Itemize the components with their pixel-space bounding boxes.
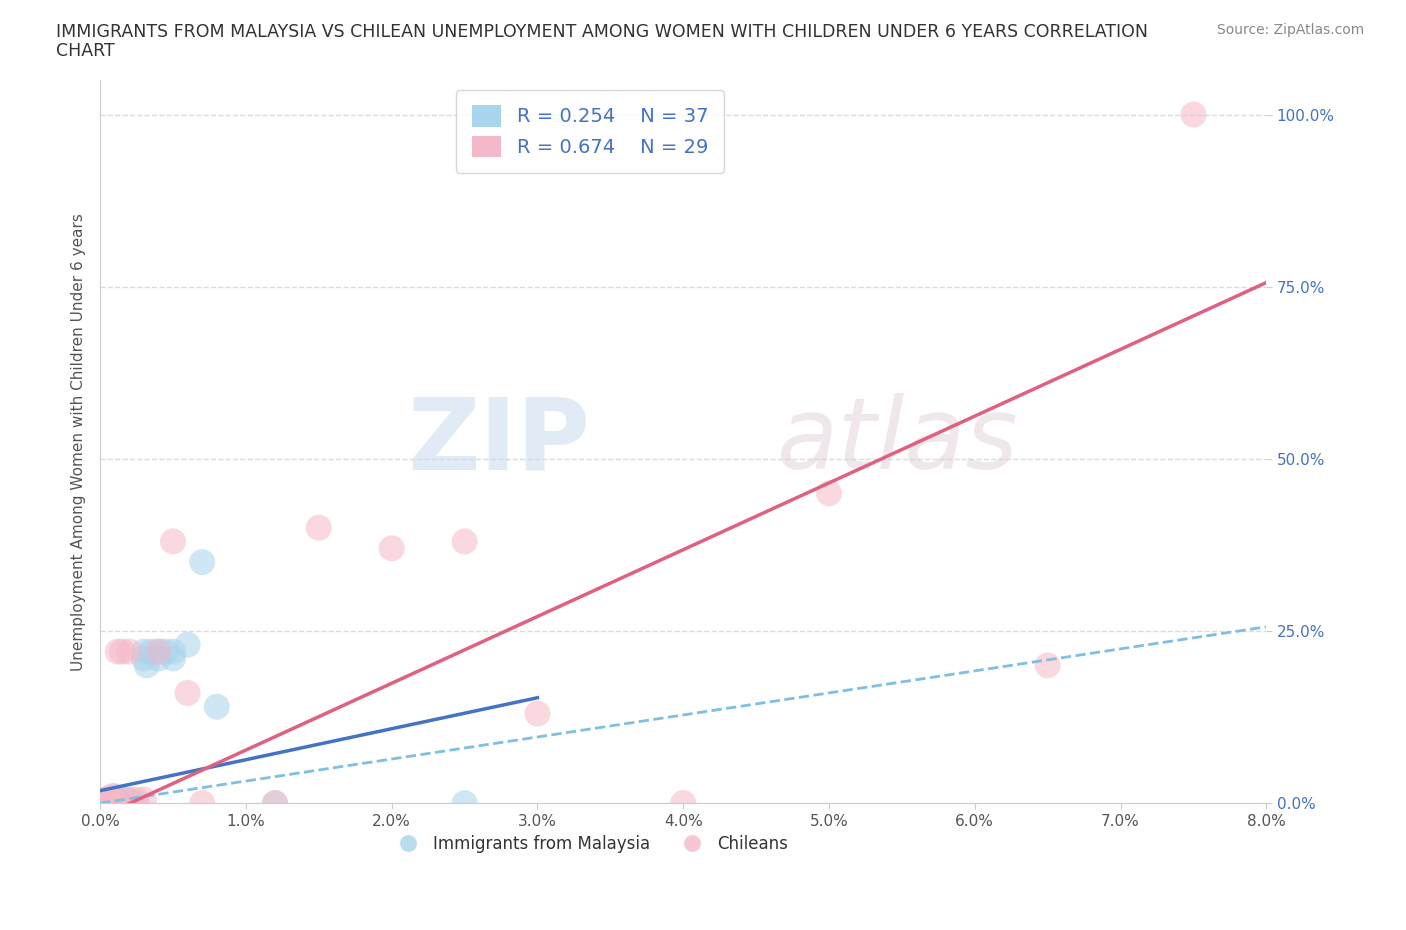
Point xyxy=(453,534,475,549)
Point xyxy=(148,651,170,666)
Point xyxy=(118,792,141,807)
Point xyxy=(132,792,155,807)
Point xyxy=(94,796,117,811)
Point xyxy=(125,792,148,807)
Point xyxy=(101,789,124,804)
Point xyxy=(1036,658,1059,672)
Point xyxy=(155,644,177,659)
Point xyxy=(118,796,141,811)
Point xyxy=(148,644,170,659)
Point xyxy=(118,796,141,811)
Point xyxy=(98,796,121,811)
Point xyxy=(104,796,127,811)
Point xyxy=(93,796,115,811)
Point xyxy=(526,706,548,721)
Point xyxy=(176,637,198,652)
Point xyxy=(121,796,143,811)
Point xyxy=(118,644,141,659)
Point xyxy=(101,792,124,807)
Point xyxy=(111,796,134,811)
Point xyxy=(264,796,287,811)
Point xyxy=(108,796,131,811)
Point xyxy=(94,792,117,807)
Text: atlas: atlas xyxy=(776,393,1018,490)
Point xyxy=(132,644,155,659)
Point xyxy=(191,796,214,811)
Point xyxy=(104,796,127,811)
Text: ZIP: ZIP xyxy=(408,393,591,490)
Point xyxy=(162,534,184,549)
Point xyxy=(107,644,129,659)
Point xyxy=(141,644,163,659)
Point xyxy=(97,792,120,807)
Point xyxy=(91,796,114,811)
Point xyxy=(111,792,134,807)
Point xyxy=(91,796,114,811)
Point xyxy=(1182,107,1205,122)
Point xyxy=(96,792,118,807)
Point xyxy=(176,685,198,700)
Point xyxy=(132,651,155,666)
Point xyxy=(162,644,184,659)
Point xyxy=(818,485,841,500)
Text: CHART: CHART xyxy=(56,42,115,60)
Point xyxy=(135,658,157,672)
Point xyxy=(96,796,118,811)
Point xyxy=(97,796,120,811)
Point xyxy=(191,554,214,569)
Point xyxy=(111,796,134,811)
Point xyxy=(264,796,287,811)
Point xyxy=(162,651,184,666)
Text: Source: ZipAtlas.com: Source: ZipAtlas.com xyxy=(1216,23,1364,37)
Point xyxy=(93,792,115,807)
Text: IMMIGRANTS FROM MALAYSIA VS CHILEAN UNEMPLOYMENT AMONG WOMEN WITH CHILDREN UNDER: IMMIGRANTS FROM MALAYSIA VS CHILEAN UNEM… xyxy=(56,23,1149,41)
Y-axis label: Unemployment Among Women with Children Under 6 years: Unemployment Among Women with Children U… xyxy=(72,213,86,671)
Point xyxy=(101,796,124,811)
Point xyxy=(205,699,228,714)
Point xyxy=(148,644,170,659)
Point xyxy=(381,541,404,556)
Point xyxy=(104,792,127,807)
Legend: Immigrants from Malaysia, Chileans: Immigrants from Malaysia, Chileans xyxy=(385,829,794,860)
Point xyxy=(111,644,134,659)
Point xyxy=(107,796,129,811)
Point xyxy=(125,796,148,811)
Point xyxy=(115,796,138,811)
Point xyxy=(112,796,135,811)
Point xyxy=(104,792,127,807)
Point xyxy=(98,796,121,811)
Point xyxy=(96,796,118,811)
Point xyxy=(115,792,138,807)
Point xyxy=(453,796,475,811)
Point xyxy=(308,520,330,535)
Point xyxy=(672,796,695,811)
Point xyxy=(104,789,127,804)
